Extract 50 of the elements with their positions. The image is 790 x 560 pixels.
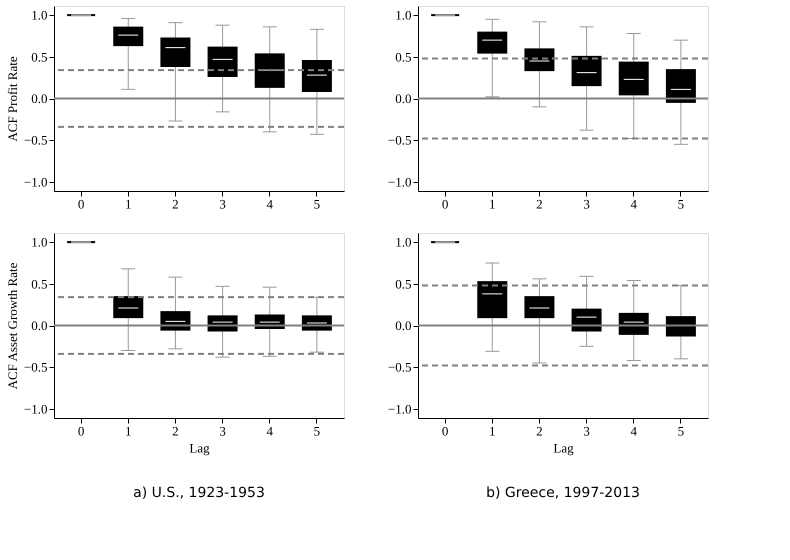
y-tick-label: 1.0 — [395, 8, 412, 23]
x-tick-label: 2 — [536, 424, 543, 438]
x-tick-label: 3 — [219, 196, 226, 212]
x-tick-label: 0 — [78, 424, 84, 438]
y-tick-label: 0.5 — [31, 49, 48, 64]
x-axis-title: Lag — [553, 440, 574, 456]
text: a) U.S., 1923-1953 — [133, 485, 265, 501]
y-tick-label: 1.0 — [31, 8, 48, 23]
x-tick-label: 3 — [583, 424, 590, 438]
x-tick-label: 1 — [125, 424, 132, 438]
x-tick-label: 5 — [678, 424, 684, 438]
y-tick-label: 1.0 — [31, 234, 48, 250]
x-tick-label: 1 — [489, 424, 496, 438]
y-tick-label: −0.5 — [388, 360, 412, 375]
y-axis-title: ACF Asset Growth Rate — [4, 262, 20, 390]
x-tick-label: 3 — [583, 196, 590, 212]
y-tick-label: 0.0 — [395, 318, 412, 333]
y-tick-label: 0.5 — [31, 276, 48, 292]
x-tick-label: 2 — [172, 424, 179, 438]
x-tick-label: 5 — [678, 196, 684, 212]
x-tick-label: 3 — [219, 424, 226, 438]
x-tick-label: 4 — [266, 196, 274, 212]
x-tick-label: 1 — [125, 196, 132, 212]
y-tick-label: −0.5 — [24, 360, 48, 375]
y-tick-label: −1.0 — [24, 401, 48, 416]
y-tick-label: 0.0 — [31, 91, 48, 106]
x-tick-label: 1 — [489, 196, 496, 212]
x-axis-title: Lag — [189, 440, 210, 456]
x-tick-label: 5 — [314, 196, 320, 212]
y-tick-label: −1.0 — [388, 174, 412, 190]
y-tick-label: 0.5 — [395, 276, 412, 292]
y-tick-label: 0.5 — [395, 49, 412, 64]
y-axis-title: ACF Profit Rate — [4, 56, 20, 142]
y-tick-label: −0.5 — [388, 132, 412, 148]
y-tick-label: 1.0 — [395, 234, 412, 250]
text: b) Greece, 1997-2013 — [486, 485, 640, 501]
x-tick-label: 4 — [266, 424, 274, 438]
x-tick-label: 5 — [314, 424, 320, 438]
x-tick-label: 4 — [630, 424, 638, 438]
x-tick-label: 0 — [78, 196, 84, 212]
y-tick-label: −0.5 — [24, 132, 48, 148]
y-tick-label: −1.0 — [24, 174, 48, 190]
x-tick-label: 0 — [442, 424, 448, 438]
x-tick-label: 2 — [172, 196, 179, 212]
x-tick-label: 0 — [442, 196, 448, 212]
x-tick-label: 2 — [536, 196, 543, 212]
y-tick-label: 0.0 — [31, 318, 48, 333]
y-tick-label: 0.0 — [395, 91, 412, 106]
x-tick-label: 4 — [630, 196, 638, 212]
y-tick-label: −1.0 — [388, 401, 412, 416]
